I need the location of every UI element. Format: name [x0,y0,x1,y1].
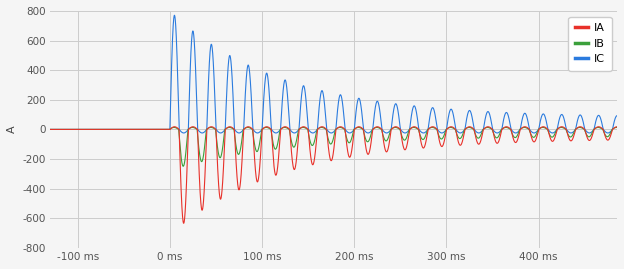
IA [46,128,54,131]
IA [228,126,235,129]
IA [472,134,479,137]
IB [109,128,117,131]
IB [180,165,187,168]
IA [109,128,117,131]
IC [507,124,514,128]
IB [529,135,536,138]
IC [613,114,621,117]
IC [46,128,54,131]
IB [46,128,54,131]
Line: IC: IC [50,15,617,133]
IA [180,222,187,225]
IC [472,129,479,133]
IA [613,125,621,128]
IB [548,136,555,139]
Legend: IA, IB, IC: IA, IB, IC [568,16,612,71]
IC [109,128,117,131]
IA [529,138,536,141]
IC [228,68,235,71]
IC [567,131,575,134]
IA [507,127,514,130]
IC [529,131,536,134]
IB [472,133,479,136]
Line: IB: IB [50,128,617,166]
IA [548,139,555,143]
IB [613,126,621,129]
IB [228,126,235,130]
Y-axis label: A: A [7,126,17,133]
IC [548,131,555,134]
IB [507,128,514,131]
IB [520,126,528,129]
IC [171,14,178,17]
Line: IA: IA [50,127,617,223]
